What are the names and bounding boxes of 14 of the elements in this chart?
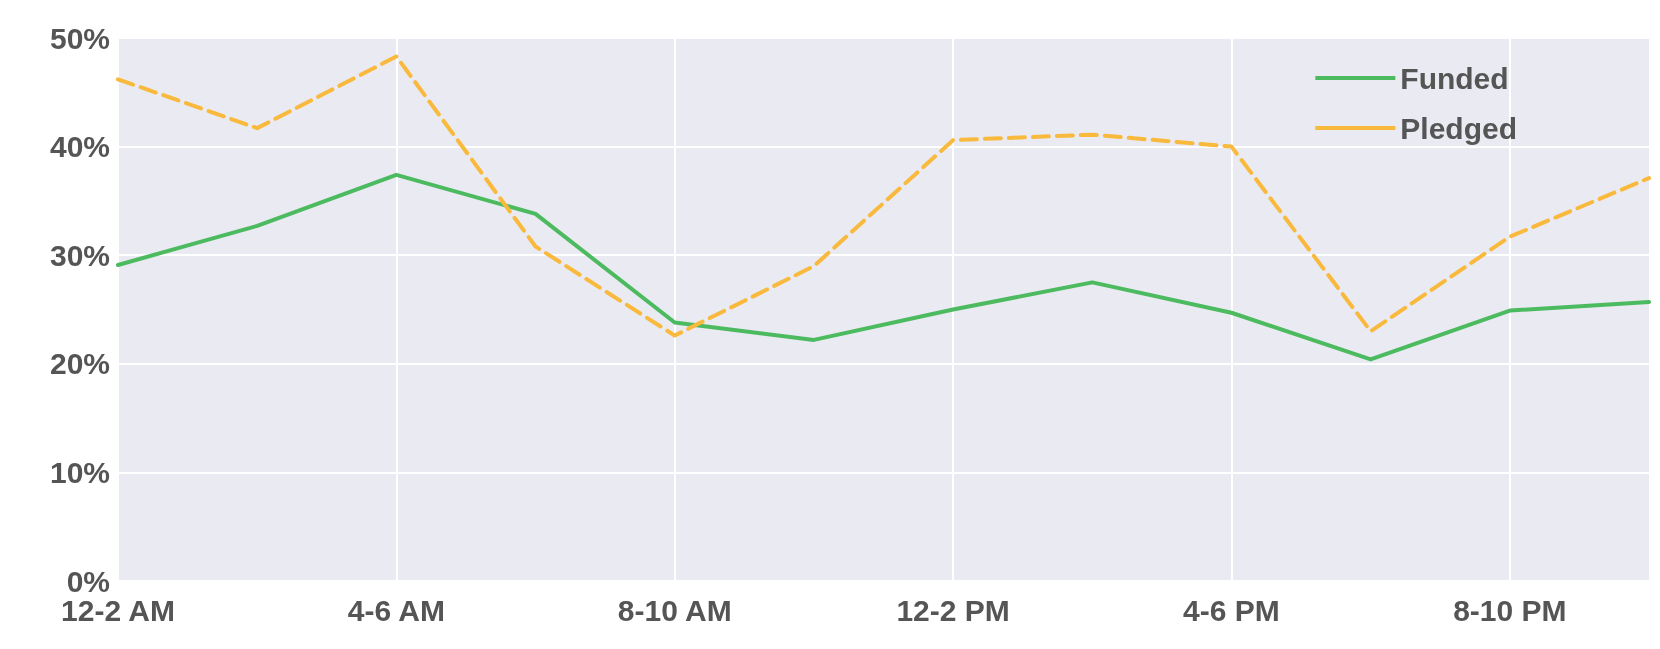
legend-label: Funded	[1400, 61, 1509, 95]
y-tick-label: 30%	[49, 238, 110, 272]
y-tick-label: 20%	[49, 347, 110, 381]
legend-label: Pledged	[1400, 111, 1518, 145]
line-series	[116, 172, 1651, 362]
y-tick-label: 40%	[49, 130, 110, 164]
y-tick-label: 10%	[49, 455, 110, 489]
line-series	[116, 54, 1651, 338]
y-tick-label: 50%	[49, 21, 110, 55]
x-tick-label: 8-10 PM	[1453, 593, 1567, 627]
x-tick-label: 12-2 PM	[896, 593, 1010, 627]
x-tick-label: 4-6 PM	[1183, 593, 1280, 627]
x-tick-label: 8-10 AM	[617, 593, 732, 627]
x-tick-label: 4-6 AM	[347, 593, 445, 627]
